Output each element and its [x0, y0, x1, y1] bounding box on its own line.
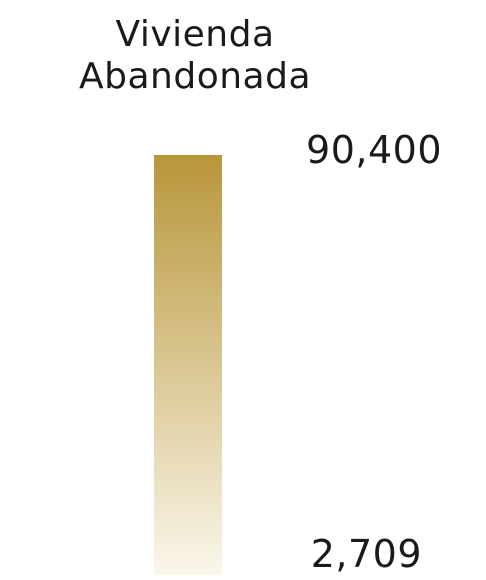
color-ramp-bar [154, 155, 222, 575]
legend-title-line-2: Abandonada [78, 56, 312, 97]
color-ramp [154, 155, 222, 575]
legend-max-label: 90,400 [306, 128, 442, 172]
legend-min-label: 2,709 [310, 532, 422, 576]
legend-title: Vivienda Abandonada [20, 14, 370, 98]
legend-title-line-1: Vivienda [115, 14, 275, 55]
